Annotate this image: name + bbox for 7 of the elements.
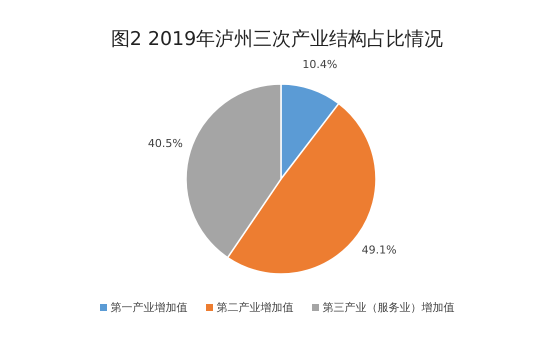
legend-label: 第三产业（服务业）增加值 xyxy=(322,300,454,315)
data-label: 10.4% xyxy=(302,58,338,71)
legend-label: 第一产业增加值 xyxy=(110,300,188,315)
data-label: 49.1% xyxy=(362,243,397,256)
chart-title: 图2 2019年泸州三次产业结构占比情况 xyxy=(110,27,444,52)
legend-label: 第二产业增加值 xyxy=(216,300,294,315)
data-label: 40.5% xyxy=(148,136,183,150)
